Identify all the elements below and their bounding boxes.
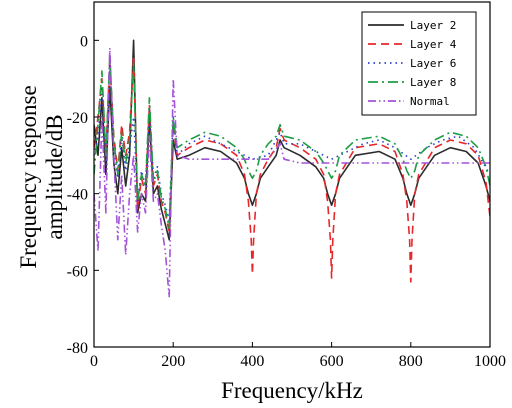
series-line-2 bbox=[94, 54, 490, 283]
series-layer bbox=[94, 39, 490, 298]
legend-label: Layer 8 bbox=[410, 76, 456, 89]
y-axis-title-line-2: amplitude/dB bbox=[42, 114, 67, 239]
series-line-5 bbox=[94, 47, 490, 298]
y-tick-label: -40 bbox=[67, 187, 88, 204]
x-axis-title: Frequency/kHz bbox=[221, 378, 363, 403]
y-axis-title-line-1: Frequency response bbox=[16, 85, 41, 268]
x-tick-label: 600 bbox=[320, 353, 344, 370]
ticks-layer: 0 200 400 600 800 1000 0 -20 -40 -60 -80 bbox=[67, 33, 506, 370]
y-tick-label: 0 bbox=[80, 33, 88, 50]
x-tick-label: 0 bbox=[90, 353, 98, 370]
legend-box bbox=[361, 11, 477, 116]
legend: Layer 2 Layer 4 Layer 6 Layer 8 Normal bbox=[361, 11, 477, 116]
x-tick-label: 400 bbox=[240, 353, 264, 370]
y-tick-label: -60 bbox=[67, 263, 88, 280]
legend-label: Normal bbox=[410, 95, 450, 108]
y-tick-label: -20 bbox=[67, 110, 88, 127]
y-axis-title: Frequency response amplitude/dB bbox=[16, 85, 67, 268]
legend-label: Layer 6 bbox=[410, 57, 456, 70]
series-line-3 bbox=[94, 62, 490, 222]
plot-frame bbox=[93, 1, 491, 348]
x-tick-label: 200 bbox=[161, 353, 185, 370]
series-line-4 bbox=[94, 54, 490, 229]
x-tick-label: 800 bbox=[399, 353, 423, 370]
legend-label: Layer 2 bbox=[410, 19, 456, 32]
x-tick-label: 1000 bbox=[474, 353, 506, 370]
y-tick-label: -80 bbox=[67, 340, 88, 357]
legend-label: Layer 4 bbox=[410, 38, 457, 51]
